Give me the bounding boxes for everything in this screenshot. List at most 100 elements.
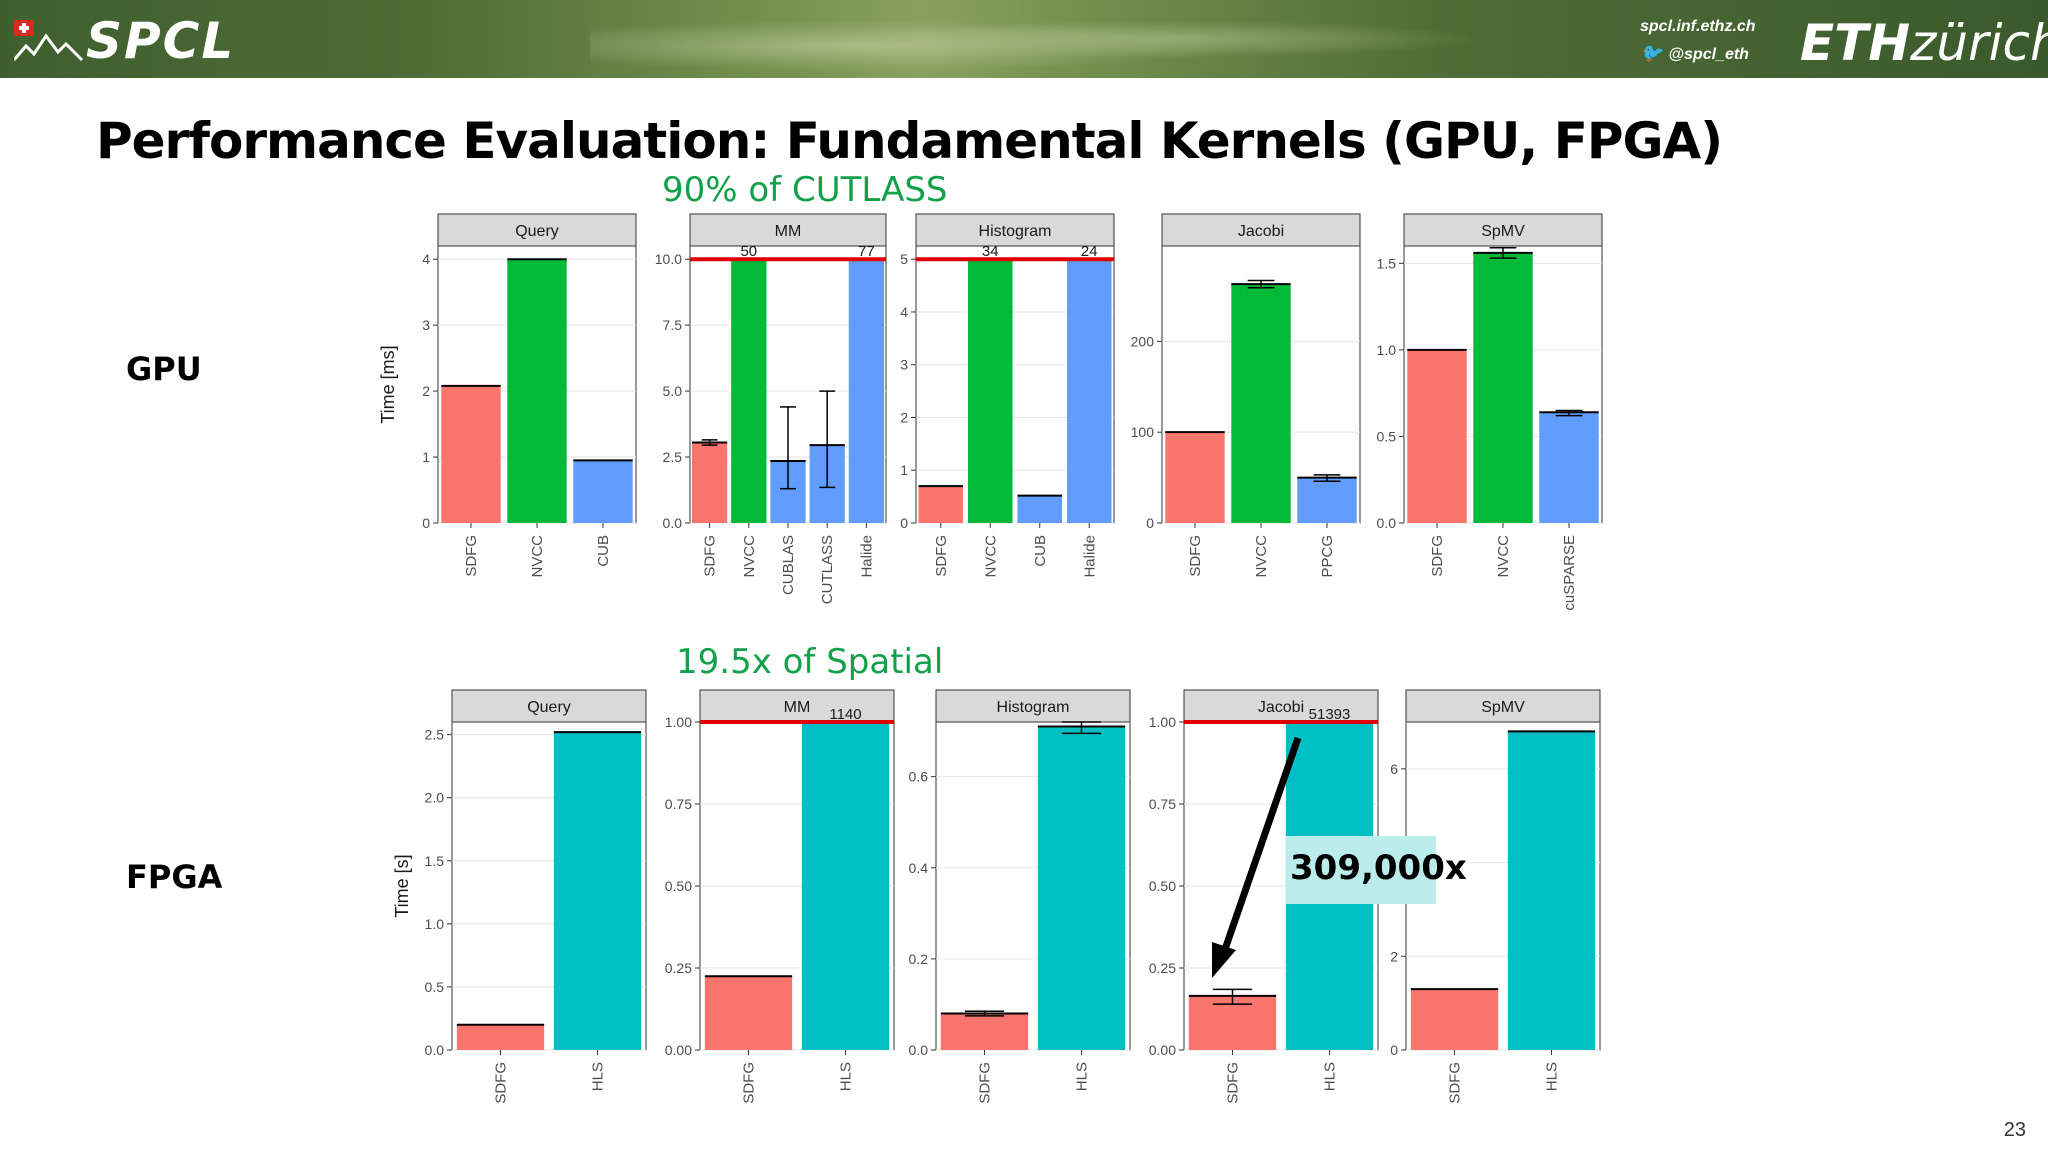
y-tick-label: 4 [900,304,908,320]
bar-fpga-mm-hls [801,722,890,1050]
bar-gpu-histogram-sdfg [918,486,964,523]
x-tick-label: SDFG [1225,1062,1242,1104]
y-tick-label: 0.2 [909,951,929,967]
x-tick-label: CUB [1032,535,1049,567]
y-tick-label: 0 [422,515,430,531]
x-tick-label: SDFG [741,1062,758,1104]
y-tick-label: 1 [422,449,430,465]
y-tick-label: 0.25 [1149,960,1176,976]
y-tick-label: 2 [1390,948,1398,964]
slide-title: Performance Evaluation: Fundamental Kern… [96,112,1723,170]
x-tick-label: SDFG [977,1062,994,1104]
cap-label: 1140 [829,706,861,723]
cap-label: 77 [858,243,875,260]
bar-gpu-spmv-sdfg [1407,349,1467,523]
y-tick-label: 3 [900,357,908,373]
x-tick-label: NVCC [741,535,758,578]
y-tick-label: 1.5 [1377,255,1397,271]
y-tick-label: 0.25 [665,960,692,976]
cap-label: 34 [982,243,999,260]
eth-logo[interactable]: ETHzürich [1800,14,2048,72]
y-tick-label: 2.5 [425,727,445,743]
x-tick-label: SDFG [933,535,950,577]
bar-gpu-query-nvcc [507,259,567,523]
bar-fpga-spmv-sdfg [1410,989,1499,1050]
facet-strip-fpga-jacobi [1183,689,1379,723]
twitter-bird-icon: 🐦 [1640,43,1663,63]
y-tick-label: 10.0 [655,251,682,267]
y-tick-label: 0.50 [665,878,692,894]
annotation-highlight [1286,836,1436,904]
bar-fpga-jacobi-sdfg [1188,995,1277,1050]
y-tick-label: 4 [422,251,430,267]
x-tick-label: SDFG [1429,535,1446,577]
annotation-speedup: 309,000x [1290,848,1467,888]
y-tick-label: 1 [900,462,908,478]
y-tick-label: 0.00 [665,1042,692,1058]
x-tick-label: SDFG [702,535,719,577]
y-tick-label: 2.0 [425,790,445,806]
x-tick-label: NVCC [529,535,546,578]
y-tick-label: 1.5 [425,853,445,869]
bar-fpga-histogram-sdfg [940,1013,1029,1050]
x-tick-label: cuSPARSE [1561,535,1578,611]
y-tick-label: 0.0 [1377,515,1397,531]
y-tick-label: 0 [900,515,908,531]
facet-title-gpu-mm: MM [775,223,802,240]
cap-label: 50 [740,243,757,260]
spcl-logo[interactable]: SPCL [86,12,236,70]
y-tick-label: 1.0 [1377,342,1397,358]
y-tick-label: 0 [1390,1042,1398,1058]
bar-gpu-histogram-halide [1066,259,1112,523]
y-tick-label: 5 [900,251,908,267]
x-tick-label: HLS [1544,1062,1561,1091]
y-tick-label: 0.75 [665,796,692,812]
cap-label: 51393 [1309,706,1351,723]
bar-fpga-query-sdfg [456,1024,545,1050]
y-tick-label: 0.6 [909,769,929,785]
facet-title-gpu-histogram: Histogram [979,223,1052,240]
y-tick-label: 0 [1146,515,1154,531]
x-tick-label: HLS [1322,1062,1339,1091]
y-tick-label: 2 [900,409,908,425]
y-axis-title-fpga: Time [s] [392,854,412,917]
facet-title-fpga-histogram: Histogram [997,699,1070,716]
y-tick-label: 1.00 [665,714,692,730]
x-tick-label: Halide [1081,535,1098,578]
row-label-fpga: FPGA [126,858,223,896]
facet-title-fpga-mm: MM [784,699,811,716]
y-axis-title-gpu: Time [ms] [378,345,398,423]
callout-gpu: 90% of CUTLASS [662,170,948,210]
facet-title-gpu-jacobi: Jacobi [1238,223,1284,240]
bar-gpu-jacobi-ppcg [1297,477,1357,523]
y-tick-label: 7.5 [663,317,683,333]
twitter-handle: @spcl_eth [1668,46,1749,63]
y-tick-label: 0.5 [1377,428,1397,444]
twitter-link[interactable]: 🐦 @spcl_eth [1640,40,1756,68]
website-link[interactable]: spcl.inf.ethz.ch [1640,18,1756,35]
facet-strip-fpga-histogram [935,689,1131,723]
x-tick-label: CUB [595,535,612,567]
cap-label: 24 [1081,243,1098,260]
bar-gpu-spmv-cusparse [1539,412,1599,523]
swiss-flag-icon [14,20,34,36]
bar-gpu-spmv-nvcc [1473,252,1533,524]
y-tick-label: 0.50 [1149,878,1176,894]
facet-title-gpu-query: Query [515,223,559,240]
x-tick-label: HLS [838,1062,855,1091]
x-tick-label: Halide [858,535,875,578]
y-tick-label: 6 [1390,761,1398,777]
x-tick-label: NVCC [982,535,999,578]
mountain-peaks-icon [14,33,84,62]
facet-title-fpga-jacobi: Jacobi [1258,699,1304,716]
bar-fpga-query-hls [553,732,642,1050]
bar-gpu-mm-sdfg [691,442,728,523]
bar-gpu-jacobi-nvcc [1231,284,1291,523]
y-tick-label: 1.00 [1149,714,1176,730]
y-tick-label: 2.5 [663,449,683,465]
y-tick-label: 0.4 [909,860,929,876]
eth-logo-light: zürich [1910,14,2048,72]
y-tick-label: 100 [1131,424,1155,440]
facet-strip-gpu-jacobi [1161,213,1361,247]
